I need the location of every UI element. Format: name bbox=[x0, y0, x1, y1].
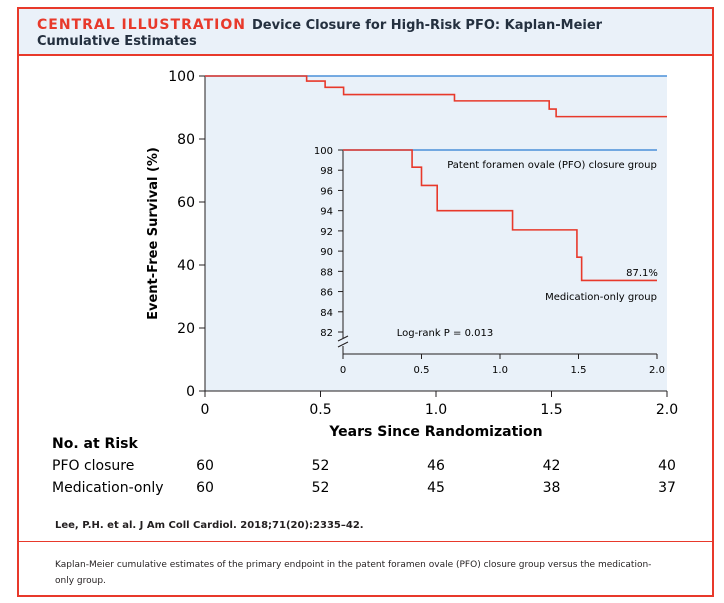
y-tick-label: 60 bbox=[177, 195, 195, 211]
risk-value: 42 bbox=[543, 458, 561, 474]
inset-y-tick-label: 92 bbox=[320, 227, 333, 238]
inset-x-tick-label: 0.5 bbox=[414, 365, 430, 376]
y-tick-label: 80 bbox=[177, 132, 195, 148]
inset-y-tick-label: 94 bbox=[320, 207, 333, 218]
inset-y-tick-label: 88 bbox=[320, 267, 333, 278]
inset-legend-pfo: Patent foramen ovale (PFO) closure group bbox=[447, 160, 657, 171]
inset-series-line-medication-only-group bbox=[343, 149, 657, 282]
risk-row-label: Medication-only bbox=[52, 480, 164, 496]
main-plot: 0 20 40 60 80 100 0 0.5 1.0 1.5 2.0 Years Since Ran… bbox=[146, 69, 678, 440]
inset-axis-break bbox=[337, 335, 349, 348]
x-axis-label: Years Since Randomization bbox=[328, 424, 542, 440]
inset-final-value: 87.1% bbox=[626, 268, 658, 279]
risk-value: 52 bbox=[312, 480, 330, 496]
risk-value: 45 bbox=[427, 480, 445, 496]
x-tick-label: 1.0 bbox=[425, 402, 447, 418]
header-title-line-2: Cumulative Estimates bbox=[37, 34, 197, 49]
header-banner: CENTRAL ILLUSTRATION Device Closure for H… bbox=[19, 9, 712, 56]
inset-plot: 82 84 86 88 90 92 94 96 98 100 0 0.5 1.0 1.5 2.0 Patent… bbox=[314, 146, 665, 376]
x-tick-label: 0 bbox=[201, 402, 210, 418]
inset-y-tick-label: 96 bbox=[320, 186, 333, 197]
series-line-medication-only bbox=[205, 75, 667, 118]
risk-value: 60 bbox=[196, 458, 214, 474]
inset-logrank: Log-rank P = 0.013 bbox=[397, 328, 493, 339]
risk-table-title: No. at Risk bbox=[52, 436, 138, 452]
header-title-line-1: Device Closure for High-Risk PFO: Kaplan… bbox=[251, 18, 603, 33]
inset-x-tick-label: 1.0 bbox=[492, 365, 508, 376]
risk-value: 37 bbox=[658, 480, 676, 496]
header-line-1: CENTRAL ILLUSTRATION Device Closure for H… bbox=[37, 17, 602, 33]
inset-x-tick-label: 2.0 bbox=[649, 365, 665, 376]
risk-value: 40 bbox=[658, 458, 676, 474]
inset-y-tick-label: 86 bbox=[320, 288, 333, 299]
caption-divider bbox=[19, 541, 712, 542]
inset-y-tick-label: 82 bbox=[320, 328, 333, 339]
inset-x-tick-label: 0 bbox=[340, 365, 346, 376]
risk-row-label: PFO closure bbox=[52, 458, 134, 474]
risk-value: 60 bbox=[196, 480, 214, 496]
risk-value: 46 bbox=[427, 458, 445, 474]
risk-value: 52 bbox=[312, 458, 330, 474]
inset-legend-medication: Medication-only group bbox=[545, 292, 657, 303]
inset-y-tick-label: 90 bbox=[320, 247, 333, 258]
risk-table: No. at Risk PFO closure 60 52 46 42 40 Medicati… bbox=[52, 436, 676, 496]
header-tag: CENTRAL ILLUSTRATION bbox=[37, 17, 246, 33]
x-tick-label: 0.5 bbox=[309, 402, 331, 418]
inset-y-tick-label: 98 bbox=[320, 166, 333, 177]
y-tick-label: 40 bbox=[177, 258, 195, 274]
y-tick-label: 20 bbox=[177, 321, 195, 337]
inset-y-tick-label: 84 bbox=[320, 308, 333, 319]
inset-y-tick-label: 100 bbox=[314, 146, 333, 157]
risk-value: 38 bbox=[543, 480, 561, 496]
x-tick-label: 1.5 bbox=[540, 402, 562, 418]
y-axis-label: Event-Free Survival (%) bbox=[146, 147, 161, 320]
plot-area bbox=[205, 76, 667, 391]
inset-x-tick-label: 1.5 bbox=[571, 365, 587, 376]
y-tick-label: 100 bbox=[168, 69, 195, 85]
x-tick-label: 2.0 bbox=[656, 402, 678, 418]
y-tick-label: 0 bbox=[186, 384, 195, 400]
figure-caption: Kaplan-Meier cumulative estimates of the… bbox=[55, 560, 652, 586]
citation: Lee, P.H. et al. J Am Coll Cardiol. 2018… bbox=[55, 520, 364, 531]
